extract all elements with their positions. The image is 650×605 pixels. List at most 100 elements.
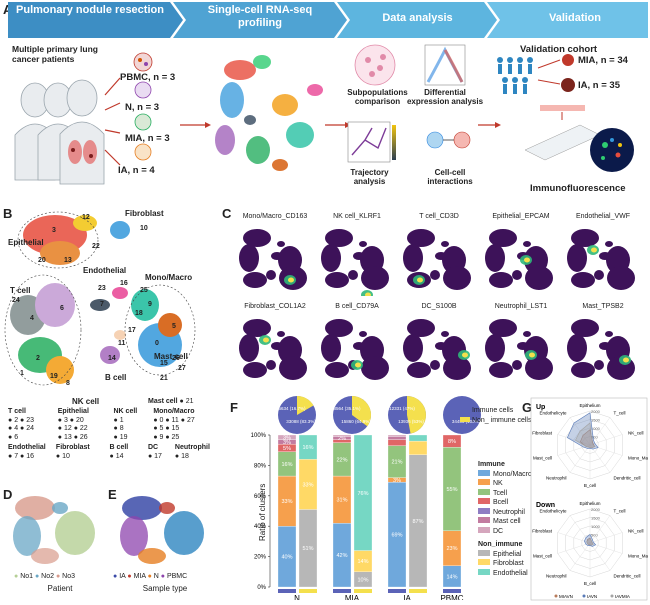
feature-umap bbox=[239, 229, 307, 290]
panel-d-umap bbox=[13, 496, 95, 564]
cluster-number: 15 bbox=[160, 360, 168, 367]
bar-segment bbox=[277, 434, 297, 440]
radar-legend-dot bbox=[610, 594, 614, 598]
panel-e-umap bbox=[120, 496, 204, 564]
radar-series bbox=[586, 538, 594, 546]
sample-n: N, n = 3 bbox=[125, 102, 160, 113]
radar-axis-label: Endothelicyte bbox=[539, 411, 567, 416]
legend-item: Mono/Macro bbox=[478, 469, 532, 480]
kind-indicator bbox=[278, 589, 296, 593]
legend-pbmc: PBMC bbox=[166, 573, 188, 580]
radar-axis-label: Fibroblast bbox=[532, 529, 553, 534]
legend-group-tcell: T cell ● 2 ● 23 ● 4 ● 24 ● 6 bbox=[8, 408, 52, 442]
pie-label: 13936 (53%) bbox=[398, 419, 424, 424]
panel-b-umap bbox=[4, 211, 196, 386]
feature-plot: Mono/Macro_CD163 bbox=[235, 213, 315, 301]
bar-segment bbox=[387, 434, 407, 437]
cluster-number: 11 bbox=[118, 340, 126, 347]
feature-plot-title: Neutrophil_LST1 bbox=[494, 303, 548, 310]
umap-label-fibroblast: Fibroblast bbox=[125, 209, 164, 218]
pie-legend: Immune cells Non_ immune cells bbox=[460, 406, 531, 426]
legend-group-dc: DC ● 17 bbox=[148, 444, 169, 461]
umap-label-endothelial: Endothelial bbox=[83, 266, 127, 275]
bar-label: 33% bbox=[281, 499, 292, 505]
bar-label: 8% bbox=[448, 439, 456, 445]
radar-legend-label: IAVMIA bbox=[615, 594, 630, 599]
radar-spoke bbox=[569, 542, 591, 571]
radar-spoke bbox=[557, 542, 591, 554]
radar-tick: 500 bbox=[591, 435, 598, 440]
feature-plot-title: Epithelial_EPCAM bbox=[492, 213, 550, 220]
legend-dot-icon: ● bbox=[14, 573, 19, 580]
legend-item: Mast cell bbox=[478, 517, 532, 527]
group-label: N bbox=[294, 594, 300, 600]
radar-axis-label: Neutrophil bbox=[546, 475, 567, 480]
legend-swatch bbox=[478, 568, 490, 575]
step-arrow-1 bbox=[8, 2, 183, 38]
feature-umap bbox=[485, 229, 553, 290]
panel-e-caption: Sample type bbox=[142, 584, 188, 593]
group-label: PBMC bbox=[440, 594, 463, 600]
legend-group-title: T cell bbox=[8, 408, 26, 415]
legend-group-title: Mast cell bbox=[148, 398, 178, 405]
analysis-differential-expression: Differential expression analysis bbox=[406, 88, 484, 106]
cell-interaction-icon bbox=[426, 131, 471, 149]
umap-label-t-cell: T cell bbox=[10, 286, 31, 295]
umap-label-mast-cell: Mast cell bbox=[154, 352, 188, 361]
cluster-number: 2 bbox=[36, 355, 40, 362]
bar-label: 3% bbox=[283, 440, 291, 446]
radar-axis-label: T_cell bbox=[614, 411, 626, 416]
bar-label: 14% bbox=[357, 559, 368, 565]
legend-group-mast: Mast cell ● 21 bbox=[148, 398, 194, 407]
legend-group-title: NK cell bbox=[113, 408, 138, 415]
radar-frame bbox=[530, 397, 648, 601]
legend-group-title: Epithelial bbox=[57, 408, 89, 415]
legend-swatch bbox=[478, 498, 490, 504]
radar-spoke bbox=[557, 444, 591, 456]
radar-legend-dot bbox=[554, 594, 558, 598]
legend-item: ● 19 bbox=[113, 433, 128, 441]
pie-slice-nonimmune bbox=[407, 396, 426, 434]
pie-legend-nonimmune: Non_ immune cells bbox=[460, 416, 531, 426]
radar-axis-label: T_cell bbox=[614, 509, 626, 514]
legend-group-neutrophil: Neutrophil ● 18 bbox=[175, 444, 213, 461]
legend-item: Endothelial bbox=[478, 568, 532, 579]
kind-indicator bbox=[409, 589, 427, 593]
bar-legend: Immune Mono/Macro NK Tcell Bcell Neutrophil Ma… bbox=[478, 460, 532, 578]
radar-legend-label: MIAVN bbox=[559, 594, 573, 599]
volcano-plot-icon bbox=[424, 44, 466, 86]
radar-axis-label: Fibroblast bbox=[532, 431, 553, 436]
y-tick-label: 40% bbox=[254, 524, 267, 530]
bar-segment bbox=[387, 436, 407, 440]
analysis-trajectory: Trajectory analysis bbox=[350, 168, 389, 186]
validation-arrows bbox=[537, 59, 561, 85]
legend-group-title: Mono/Macro bbox=[153, 408, 195, 415]
step-label-4: Validation bbox=[549, 12, 601, 24]
legend-dot-icon: ● bbox=[55, 573, 61, 580]
legend-group-epithelial: Epithelial ● 3 ● 20 ● 12 ● 22 ● 13 ● 26 bbox=[58, 408, 108, 442]
panel-b-legend: T cell ● 2 ● 23 ● 4 ● 24 ● 6 Epithelial … bbox=[8, 398, 213, 461]
legend-item: DC bbox=[478, 526, 532, 537]
umap-cluster-numbers: 12 3 22 20 13 10 16 23 7 25 9 18 5 24 4 … bbox=[0, 205, 200, 400]
legend-group-bcell: B cell ● 14 bbox=[110, 444, 142, 461]
bar-label: 16% bbox=[302, 445, 313, 451]
immunofluorescence-icon bbox=[524, 105, 634, 172]
radar-tick: 500 bbox=[591, 533, 598, 538]
legend-item: ● 9 ● 25 bbox=[153, 433, 180, 441]
bar-label: 51% bbox=[302, 546, 313, 552]
legend-swatch bbox=[478, 549, 490, 556]
feature-umap bbox=[403, 229, 471, 290]
pie-label: 8564 (35.1%) bbox=[333, 406, 361, 411]
cluster-number: 22 bbox=[92, 243, 100, 250]
radar-series bbox=[575, 422, 596, 449]
legend-item: ● 2 ● 23 bbox=[8, 416, 35, 424]
bar-label: 3% bbox=[283, 435, 291, 441]
cluster-number: 1 bbox=[20, 370, 24, 377]
legend-item: ● 17 bbox=[147, 452, 162, 460]
radar-tick: 2000 bbox=[591, 409, 601, 414]
validation-method: Immunofluorescence bbox=[530, 183, 626, 194]
legend-item: ● 3 ● 20 bbox=[57, 416, 84, 424]
panel-d-legend: ● No1 ● No2 ● No3 bbox=[14, 573, 75, 580]
cluster-number: 6 bbox=[60, 305, 64, 312]
cluster-number: 7 bbox=[100, 301, 104, 308]
